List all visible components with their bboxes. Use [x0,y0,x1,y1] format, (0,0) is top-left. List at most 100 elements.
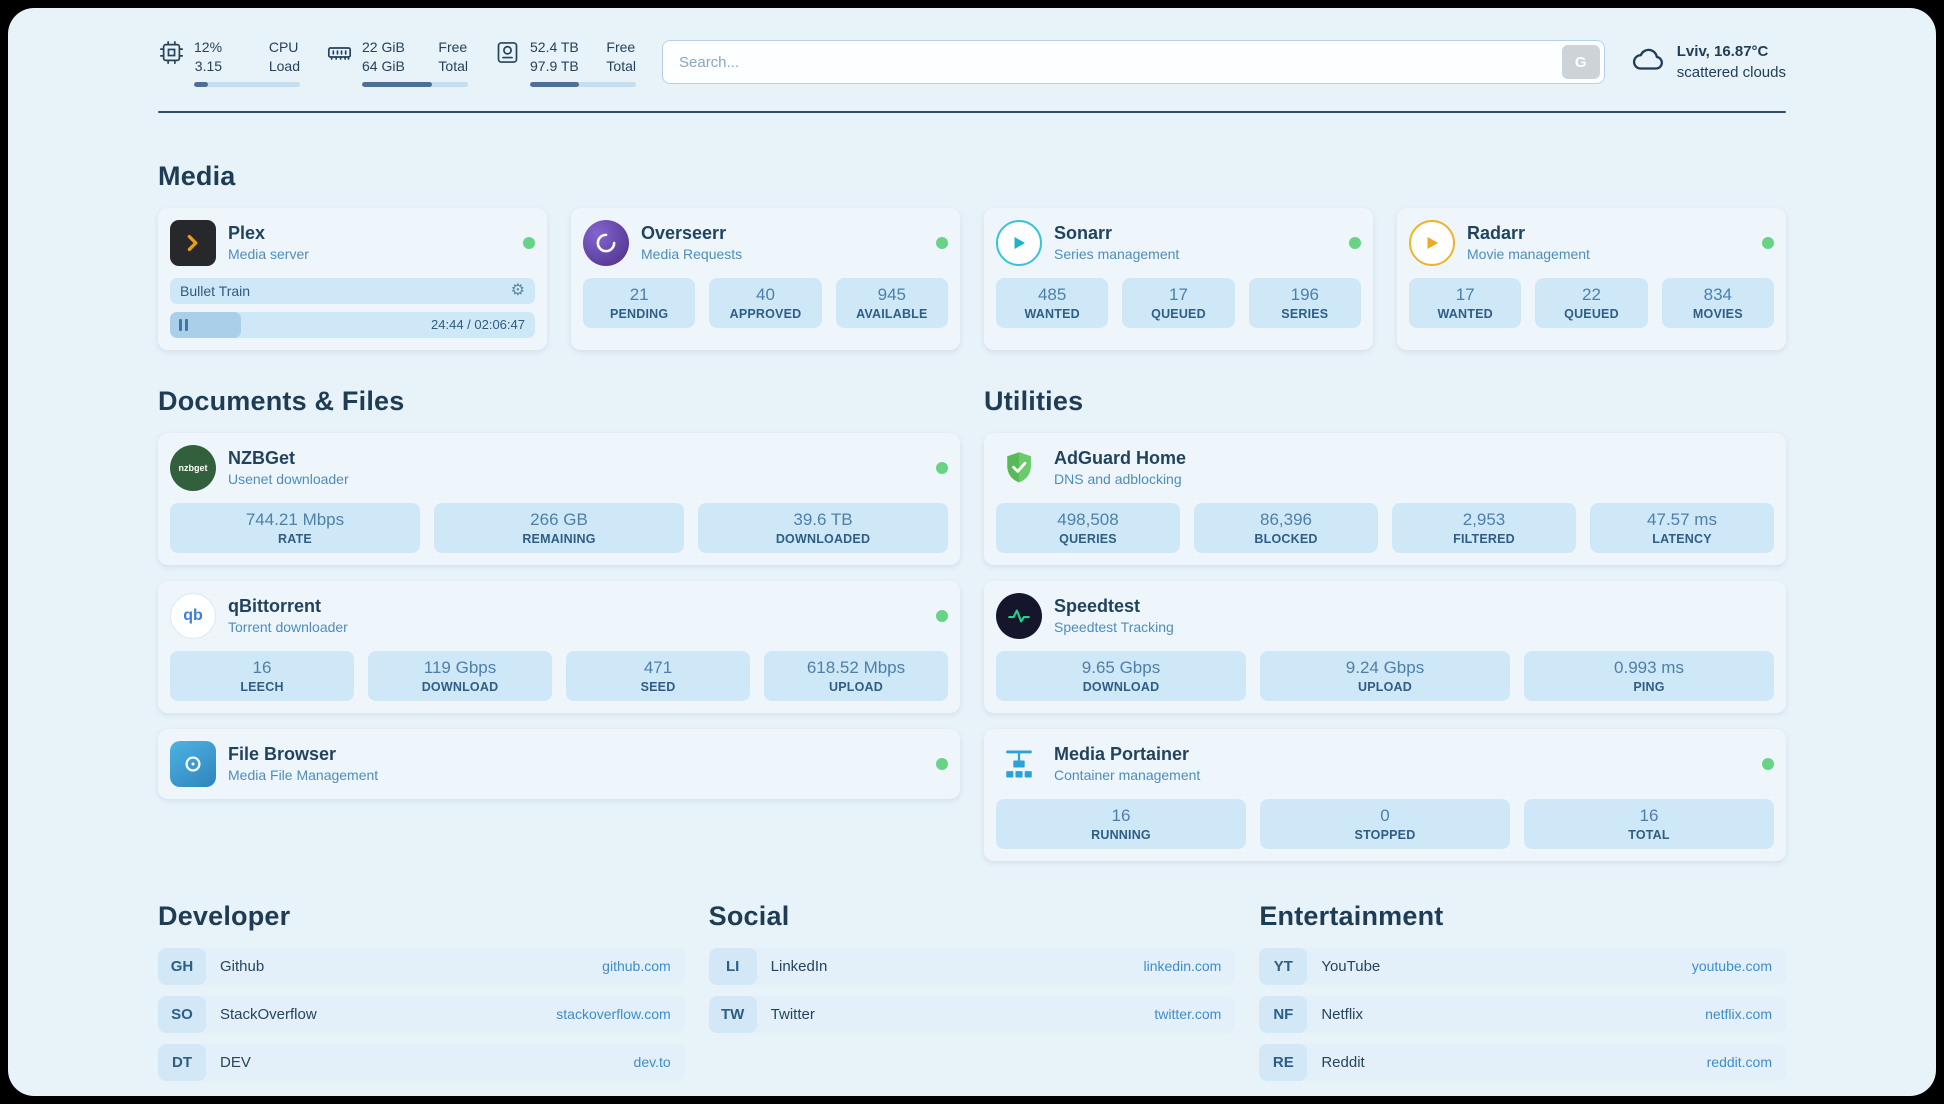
stat-label: PENDING [609,306,669,321]
stat-box: 40 APPROVED [709,277,822,328]
bookmark-netflix[interactable]: NF Netflix netflix.com [1259,995,1786,1033]
card-plex[interactable]: Plex Media server Bullet Train ⚙ 24:44 [158,207,547,350]
card-portainer[interactable]: Media Portainer Container management 16 … [984,728,1786,861]
filebrowser-icon [170,740,216,787]
status-dot [936,757,948,770]
section-title-utilities: Utilities [984,385,1084,416]
stat-value: 17 [1169,284,1188,304]
stat-box: 47.57 ms LATENCY [1590,502,1774,553]
app-name: Radarr [1467,223,1526,244]
cpu-load-value: 3.15 [194,57,223,74]
plex-icon [170,219,216,266]
ram-icon [326,39,353,87]
ram-widget: 22 GiB 64 GiB Free Total [326,38,468,87]
search-bar: G [662,40,1605,85]
ram-free-value: 22 GiB [362,39,405,55]
bookmark-stackoverflow[interactable]: SO StackOverflow stackoverflow.com [158,995,685,1033]
bookmark-dev[interactable]: DT DEV dev.to [158,1043,685,1081]
disk-widget: 52.4 TB 97.9 TB Free Total [494,38,636,87]
stat-value: 17 [1455,284,1475,304]
stat-label: QUEUED [1151,306,1206,321]
app-subtitle: Torrent downloader [228,619,348,636]
stat-value: 40 [756,284,775,304]
bookmark-abbr: LI [708,947,757,985]
stat-box: 17 QUEUED [1122,277,1235,328]
card-overseerr[interactable]: Overseerr Media Requests 21 PENDING 40 A… [571,207,960,350]
stat-label: LEECH [240,679,284,694]
stat-label: DOWNLOADED [775,531,871,546]
search-provider-button[interactable]: G [1561,45,1600,80]
section-title-documents: Documents & Files [158,385,405,416]
disk-free-value: 52.4 TB [530,39,579,55]
stat-label: TOTAL [1628,827,1670,842]
weather-location: Lviv, 16.87°C [1676,43,1769,61]
section-title-media: Media [158,160,236,191]
card-nzbget[interactable]: nzbget NZBGet Usenet downloader 744.21 M… [158,432,960,565]
app-subtitle: Usenet downloader [228,471,349,488]
search-input[interactable] [662,40,1605,85]
disk-icon [494,39,521,87]
stat-label: AVAILABLE [856,306,928,321]
stat-box: 16 TOTAL [1524,798,1774,849]
stat-value: 485 [1037,284,1067,304]
bookmark-youtube[interactable]: YT YouTube youtube.com [1259,947,1786,985]
bookmark-url: twitter.com [1154,1006,1222,1023]
bookmark-github[interactable]: GH Github github.com [158,947,685,985]
stat-box: 196 SERIES [1248,277,1361,328]
card-filebrowser[interactable]: File Browser Media File Management [158,728,960,799]
card-radarr[interactable]: Radarr Movie management 17 WANTED 22 QUE… [1397,207,1786,350]
qbittorrent-icon: qb [170,592,216,639]
stat-box: 618.52 Mbps UPLOAD [764,650,948,701]
bookmark-url: netflix.com [1705,1006,1772,1023]
stat-value: 22 [1582,284,1601,304]
stat-value: 471 [643,657,673,677]
stat-value: 618.52 Mbps [806,657,906,677]
playback-progress-bar[interactable]: 24:44 / 02:06:47 [170,311,535,338]
stat-value: 16 [252,657,272,677]
app-subtitle: Speedtest Tracking [1054,619,1174,636]
stat-label: FILTERED [1453,531,1515,546]
stat-value: 744.21 Mbps [245,509,345,529]
bookmark-twitter[interactable]: TW Twitter twitter.com [708,995,1236,1033]
status-dot [936,461,948,474]
card-adguard[interactable]: AdGuard Home DNS and adblocking 498,508 … [984,432,1786,565]
gear-icon[interactable]: ⚙ [510,281,525,299]
stat-value: 196 [1290,284,1319,304]
stat-label: SEED [640,679,676,694]
stat-box: 471 SEED [566,650,750,701]
stat-box: 744.21 Mbps RATE [170,502,420,553]
stat-value: 16 [1111,805,1131,825]
stat-value: 9.65 Gbps [1081,657,1161,677]
bookmark-url: linkedin.com [1143,958,1222,975]
disk-progress-bar [530,81,636,87]
bookmark-url: reddit.com [1706,1054,1772,1071]
bookmark-reddit[interactable]: RE Reddit reddit.com [1259,1043,1786,1081]
bookmark-abbr: SO [158,995,206,1033]
app-subtitle: Container management [1054,767,1201,784]
stat-box: 17 WANTED [1409,277,1522,328]
status-dot [936,236,948,249]
stat-label: UPLOAD [1358,679,1412,694]
stat-label: UPLOAD [829,679,883,694]
plex-player-widget: Bullet Train ⚙ 24:44 / 02:06:47 [170,277,535,338]
pause-icon[interactable] [179,318,188,331]
stat-value: 0.993 ms [1614,657,1684,677]
stat-label: QUEUED [1564,306,1619,321]
stat-label: RATE [278,531,312,546]
card-sonarr[interactable]: Sonarr Series management 485 WANTED 17 Q… [984,207,1373,350]
card-qbittorrent[interactable]: qb qBittorrent Torrent downloader 16 LEE… [158,580,960,713]
stat-value: 498,508 [1057,509,1119,529]
stat-label: DOWNLOAD [1082,679,1160,694]
stat-value: 266 GB [530,509,588,529]
bookmark-linkedin[interactable]: LI LinkedIn linkedin.com [708,947,1236,985]
app-name: File Browser [228,744,337,765]
stat-box: 266 GB REMAINING [434,502,684,553]
card-speedtest[interactable]: Speedtest Speedtest Tracking 9.65 Gbps D… [984,580,1786,713]
stat-value: 47.57 ms [1647,509,1717,529]
stat-box: 0 STOPPED [1260,798,1510,849]
ram-total-label: Total [438,57,468,74]
nzbget-icon: nzbget [170,444,216,491]
bookmark-name: StackOverflow [220,1005,317,1023]
stat-label: PING [1633,679,1665,694]
stat-box: 9.24 Gbps UPLOAD [1260,650,1510,701]
